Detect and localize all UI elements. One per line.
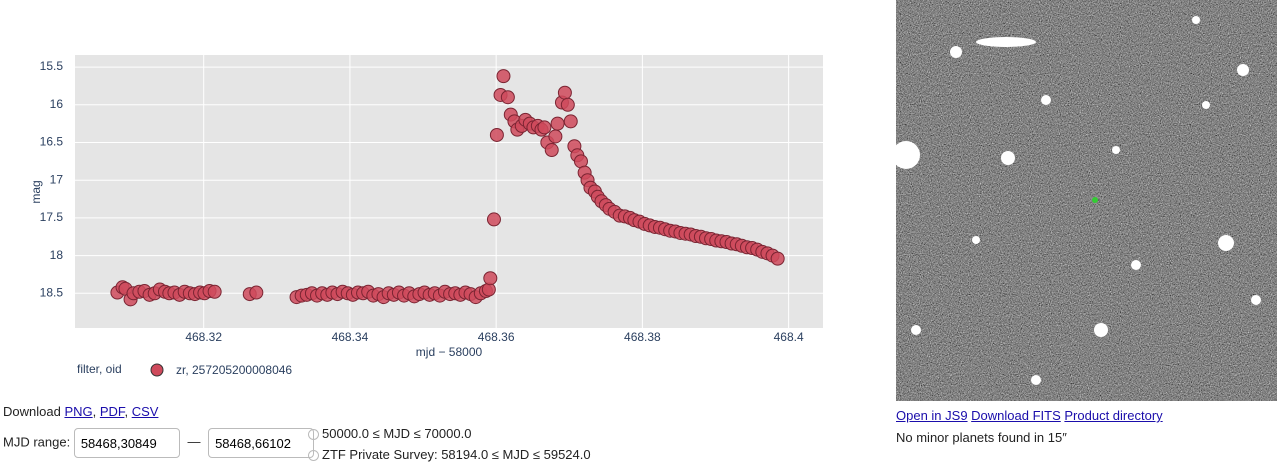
- data-point: [560, 97, 575, 112]
- series: [110, 69, 785, 307]
- data-point: [249, 285, 264, 300]
- radio[interactable]: [308, 429, 319, 441]
- option-label: ZTF Private Survey: 58194.0 ≤ MJD ≤ 5952…: [322, 447, 591, 462]
- stars: [896, 16, 1261, 385]
- mjd-range-label: MJD range:: [3, 434, 71, 450]
- legend-title: filter, oid: [77, 362, 122, 376]
- mjd-from-input[interactable]: [73, 428, 180, 458]
- data-point: [483, 271, 498, 286]
- mjd-range-row: MJD range: —: [3, 428, 315, 458]
- y-tick-label: 17: [50, 172, 64, 186]
- x-tick-label: 468.32: [185, 330, 222, 344]
- legend-marker: [150, 363, 164, 377]
- download-fits[interactable]: Download FITS: [971, 408, 1061, 423]
- data-point: [489, 127, 504, 142]
- x-tick-label: 468.36: [478, 330, 515, 344]
- minor-planets-note: No minor planets found in 15″: [896, 430, 1067, 445]
- download-png[interactable]: PNG: [64, 404, 93, 419]
- y-axis-title: mag: [29, 180, 43, 203]
- mjd-to-input[interactable]: [208, 428, 315, 458]
- light-curve-chart: mjd − 58000 mag filter, oid 15.5 16 16.5 17…: [29, 55, 823, 377]
- option-label: 50000.0 ≤ MJD ≤ 70000.0: [322, 426, 472, 441]
- y-tick-label: 16.5: [40, 135, 64, 149]
- legend-label: zr, 257205200008046: [176, 363, 292, 377]
- download-csv[interactable]: CSV: [131, 404, 159, 419]
- range-separator: —: [187, 434, 201, 450]
- x-axis-title: mjd − 58000: [416, 345, 483, 359]
- range-option[interactable]: ZTF Private Survey: 58194.0 ≤ MJD ≤ 5952…: [308, 447, 591, 462]
- data-point: [537, 120, 552, 135]
- data-point: [486, 212, 501, 227]
- x-tick-label: 468.4: [774, 330, 804, 344]
- x-tick-label: 468.38: [624, 330, 661, 344]
- range-option[interactable]: 50000.0 ≤ MJD ≤ 70000.0: [308, 426, 471, 441]
- y-tick-label: 18.5: [40, 285, 64, 299]
- y-tick-label: 17.5: [40, 210, 64, 224]
- data-point: [557, 85, 572, 100]
- separator: ,: [92, 404, 97, 419]
- data-point: [500, 90, 515, 105]
- data-point: [496, 69, 511, 84]
- separator: ,: [124, 404, 129, 419]
- data-point: [207, 284, 222, 299]
- data-point: [548, 129, 563, 144]
- cutout-image: [896, 0, 1277, 401]
- plot-area: [75, 55, 823, 328]
- download-row: Download PNG, PDF, CSV: [3, 404, 158, 419]
- data-point: [544, 143, 559, 158]
- data-point: [550, 116, 565, 131]
- data-point: [563, 114, 578, 129]
- image-noise: [896, 0, 1277, 401]
- cutout-links: Open in JS9 Download FITS Product direct…: [896, 408, 1163, 423]
- y-tick-label: 15.5: [40, 59, 64, 73]
- y-tick-label: 16: [50, 97, 64, 111]
- radio[interactable]: [308, 450, 319, 462]
- y-tick-label: 18: [50, 248, 64, 262]
- open-js9[interactable]: Open in JS9: [896, 408, 968, 423]
- product-directory[interactable]: Product directory: [1064, 408, 1163, 423]
- data-point: [770, 251, 785, 266]
- download-pdf[interactable]: PDF: [99, 404, 125, 419]
- target-marker: [1092, 197, 1098, 203]
- x-tick-label: 468.34: [332, 330, 369, 344]
- download-label: Download: [3, 404, 61, 419]
